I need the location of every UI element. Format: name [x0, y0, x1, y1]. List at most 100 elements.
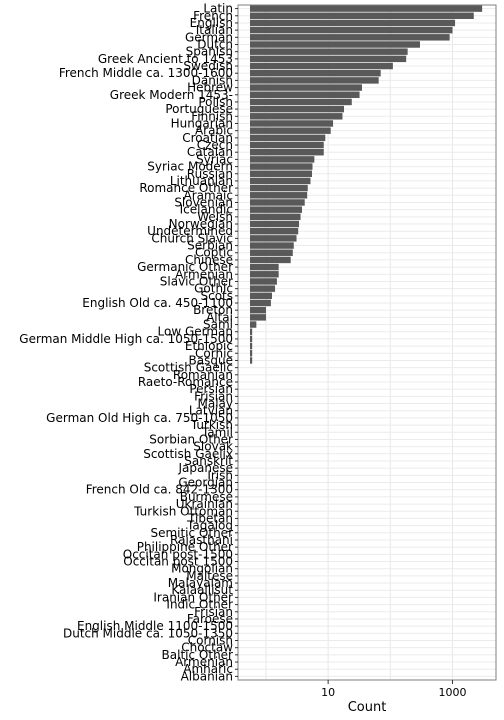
category-label: Norwegian: [169, 217, 233, 231]
bar: [250, 62, 393, 70]
bar: [250, 177, 311, 185]
category-label: Scottish Gaelic: [144, 361, 233, 375]
bar: [250, 48, 408, 55]
category-label: Sanskrit: [184, 454, 233, 468]
bar: [250, 77, 379, 84]
category-label: Georgian: [178, 476, 233, 490]
category-label: Ethiopic: [185, 339, 233, 353]
bar: [250, 98, 352, 106]
bar: [250, 34, 450, 41]
category-label: Serbian: [187, 239, 233, 253]
category-label: Polish: [198, 95, 233, 109]
category-label: Baltic Other: [162, 648, 234, 662]
bar: [250, 285, 276, 292]
category-label: Irish: [207, 468, 233, 482]
bar: [250, 141, 324, 149]
bar: [250, 91, 360, 98]
bar: [250, 256, 291, 264]
bar: [250, 350, 253, 357]
category-label: Japanese: [178, 461, 234, 475]
category-label: Swedish: [183, 59, 233, 73]
category-label: English Middle 1100-1500: [77, 619, 233, 633]
category-label: Malay: [198, 397, 234, 411]
category-label: Cornish: [188, 634, 233, 648]
bar: [250, 321, 257, 328]
bar: [250, 314, 266, 321]
category-label: Arabic: [195, 124, 233, 138]
category-label: Iranian Other: [153, 590, 233, 604]
category-label: Tagalog: [186, 519, 233, 533]
bar: [250, 342, 253, 350]
category-label: Undetermined: [147, 224, 233, 238]
category-label: Turkish: [190, 418, 233, 432]
bar: [250, 213, 301, 221]
category-label: Germanic Other: [137, 260, 233, 274]
category-label: Russian: [187, 167, 233, 181]
x-tick-label: 10: [321, 686, 335, 699]
category-label: Dutch Middle ca. 1050-1350: [63, 626, 233, 640]
bar: [250, 249, 293, 256]
category-label: Greek Ancient to 1453: [98, 52, 233, 66]
category-label: Greek Modern 1453-: [110, 88, 233, 102]
bar: [250, 156, 315, 163]
category-label: Sami: [203, 318, 233, 332]
bar: [250, 271, 279, 278]
category-label: Frisian: [194, 605, 233, 619]
panel-border: [237, 4, 497, 681]
category-label: Altai: [206, 310, 233, 324]
bar: [250, 278, 277, 285]
bar: [250, 206, 303, 213]
bar: [250, 69, 381, 77]
category-label: Cornic: [195, 346, 233, 360]
category-label: Hungarian: [171, 116, 233, 130]
category-label: Czech: [197, 138, 233, 152]
category-label: Philippine Other: [137, 540, 233, 554]
bar: [250, 55, 407, 63]
bar: [250, 84, 362, 91]
category-label: Romance Other: [139, 181, 233, 195]
category-label: Persian: [189, 382, 233, 396]
category-label: Icelandic: [180, 203, 233, 217]
category-label: Faroese: [187, 612, 233, 626]
category-label: Coptic: [195, 246, 233, 260]
category-label: Latvian: [189, 404, 233, 418]
bar: [250, 163, 313, 170]
category-labels: LatinFrenchEnglishItalianGermanDutchSpan…: [19, 2, 238, 683]
bar: [250, 26, 453, 34]
bar: [250, 148, 324, 156]
category-label: Mongolian: [171, 562, 233, 576]
category-label: Finnish: [191, 109, 233, 123]
bar: [250, 134, 326, 142]
bar: [250, 292, 273, 300]
category-label: Albanian: [181, 669, 233, 683]
category-label: Chinese: [185, 253, 233, 267]
category-label: Armenian: [175, 267, 233, 281]
category-label: Frisian: [194, 389, 233, 403]
category-label: Dutch: [197, 37, 233, 51]
category-label: Sorbian Other: [149, 432, 233, 446]
bar: [250, 263, 279, 271]
category-label: German Old High ca. 750-1050: [46, 411, 233, 425]
bar: [250, 242, 294, 249]
x-tick-label: 1000: [438, 686, 466, 699]
category-label: Italian: [196, 23, 233, 37]
bar: [250, 220, 300, 228]
bar: [250, 113, 343, 120]
category-label: Scots: [200, 289, 233, 303]
category-label: Slavic Other: [160, 274, 233, 288]
category-label: Breton: [193, 303, 233, 317]
category-label: Aramaic: [184, 188, 233, 202]
bar: [250, 357, 253, 364]
category-label: Turkish Ottoman: [133, 504, 233, 518]
category-label: Romanian: [173, 368, 233, 382]
category-label: French: [193, 9, 233, 23]
bar: [250, 335, 253, 343]
category-label: Welsh: [197, 210, 233, 224]
category-label: Gothic: [194, 282, 233, 296]
category-label: Hebrew: [187, 81, 233, 95]
bar: [250, 235, 297, 242]
category-label: English Old ca. 450-1100: [82, 296, 233, 310]
category-label: Choctaw: [181, 641, 233, 655]
category-label: Slovak: [193, 440, 233, 454]
